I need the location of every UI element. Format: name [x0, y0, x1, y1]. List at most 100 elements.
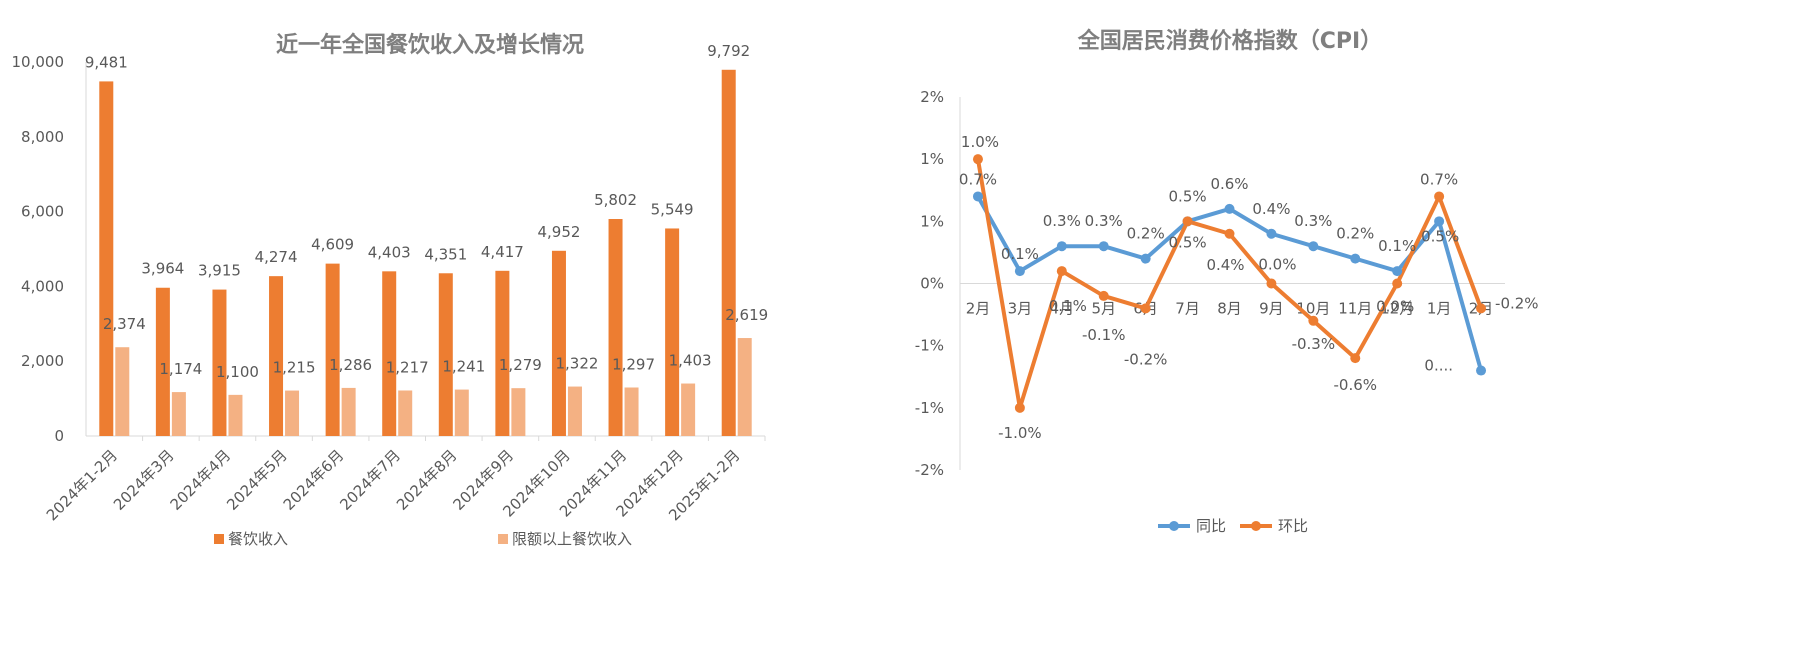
data-label-restaurant-revenue: 4,274	[255, 248, 298, 266]
bar-above-quota-revenue	[624, 387, 639, 436]
data-label-above-quota-revenue: 1,217	[386, 358, 429, 376]
data-label-mom: -0.2%	[1124, 350, 1168, 368]
data-label-yoy: 0.5%	[1169, 187, 1207, 205]
bar-restaurant-revenue	[99, 81, 114, 437]
y-tick-label: 6,000	[21, 203, 64, 221]
bar-restaurant-revenue	[382, 271, 397, 436]
data-point-yoy	[1392, 266, 1403, 277]
data-point-yoy	[1224, 203, 1235, 214]
y-tick-label: 0	[54, 427, 64, 445]
bar-above-quota-revenue	[511, 388, 526, 436]
y-tick-label: 1%	[920, 212, 944, 230]
data-label-mom: 0.5%	[1169, 233, 1207, 251]
x-tick-label: 4月	[1050, 300, 1075, 318]
data-point-mom	[1266, 278, 1277, 289]
data-label-yoy: 0.1%	[1378, 237, 1416, 255]
bar-restaurant-revenue	[269, 276, 284, 436]
data-point-mom	[972, 154, 983, 165]
data-label-mom: -0.1%	[1082, 326, 1126, 344]
y-tick-label: 4,000	[21, 277, 64, 295]
data-label-above-quota-revenue: 1,297	[612, 355, 655, 373]
data-label-mom: 0.0%	[1258, 256, 1296, 274]
bar-restaurant-revenue	[495, 270, 510, 436]
x-tick-label: 12月	[1380, 300, 1414, 318]
data-point-mom	[1098, 290, 1109, 301]
legend-marker-yoy	[1169, 521, 1179, 531]
data-label-mom: 0.0%	[1376, 298, 1414, 316]
data-point-yoy	[1308, 241, 1319, 252]
data-point-yoy	[1056, 241, 1067, 252]
bar-restaurant-revenue	[608, 219, 623, 436]
data-label-above-quota-revenue: 1,174	[159, 360, 202, 378]
data-label-yoy: 0.5%	[1421, 227, 1459, 245]
data-point-yoy	[1140, 253, 1151, 264]
data-point-mom	[1014, 402, 1025, 413]
y-tick-label: -1%	[915, 399, 944, 417]
legend-swatch-above-quota-revenue	[498, 534, 508, 544]
data-label-yoy: 0.3%	[1043, 212, 1081, 230]
bar-restaurant-revenue	[212, 289, 227, 436]
data-label-above-quota-revenue: 2,374	[103, 315, 146, 333]
x-tick-label: 2024年8月	[393, 446, 461, 514]
x-tick-label: 2024年1-2月	[43, 446, 121, 524]
data-point-yoy	[972, 191, 983, 202]
bar-above-quota-revenue	[171, 392, 186, 436]
data-point-mom	[1392, 278, 1403, 289]
y-tick-label: 10,000	[12, 53, 65, 71]
data-label-restaurant-revenue: 3,964	[141, 260, 184, 278]
x-tick-label: 5月	[1091, 300, 1116, 318]
data-label-restaurant-revenue: 4,351	[424, 245, 467, 263]
data-label-yoy: 0.2%	[1336, 225, 1374, 243]
data-label-above-quota-revenue: 1,403	[669, 352, 712, 370]
bar-above-quota-revenue	[228, 394, 243, 436]
data-label-mom: 0.1%	[1049, 297, 1087, 315]
data-point-mom	[1140, 303, 1151, 314]
bar-above-quota-revenue	[398, 390, 413, 436]
data-label-above-quota-revenue: 1,322	[555, 355, 598, 373]
x-tick-label: 2024年4月	[167, 446, 235, 514]
cpi-line-chart: 全国居民消费价格指数（CPI） -2% -1% -1% 0% 1% 1% 2% 2月 3月 4月 5月…	[915, 28, 1539, 535]
x-tick-label: 3月	[1008, 300, 1033, 318]
legend-marker-mom	[1251, 521, 1261, 531]
data-label-restaurant-revenue: 5,802	[594, 191, 637, 209]
bar-above-quota-revenue	[737, 338, 752, 436]
x-tick-label: 2024年6月	[280, 446, 348, 514]
data-label-above-quota-revenue: 1,215	[273, 359, 316, 377]
data-label-restaurant-revenue: 4,417	[481, 243, 524, 261]
data-label-mom: -0.6%	[1334, 376, 1378, 394]
x-tick-label: 7月	[1175, 300, 1200, 318]
legend-swatch-restaurant-revenue	[214, 534, 224, 544]
x-tick-label: 2月	[966, 300, 991, 318]
data-label-above-quota-revenue: 1,286	[329, 356, 372, 374]
data-point-mom	[1056, 266, 1067, 277]
data-label-above-quota-revenue: 1,279	[499, 356, 542, 374]
data-label-yoy: 0.2%	[1127, 225, 1165, 243]
x-tick-label: 2024年7月	[336, 446, 404, 514]
data-label-yoy: 0.1%	[1001, 245, 1039, 263]
legend-label-mom: 环比	[1278, 517, 1308, 535]
data-label-mom: 1.0%	[961, 133, 999, 151]
data-label-restaurant-revenue: 4,609	[311, 236, 354, 254]
data-point-mom	[1434, 191, 1445, 202]
bar-above-quota-revenue	[454, 389, 469, 436]
chart-title: 近一年全国餐饮收入及增长情况	[276, 32, 584, 58]
data-label-restaurant-revenue: 3,915	[198, 262, 241, 280]
data-label-mom: -1.0%	[998, 424, 1042, 442]
data-point-mom	[1350, 353, 1361, 364]
y-tick-label: 2%	[920, 88, 944, 106]
y-tick-label: -1%	[915, 337, 944, 355]
data-point-yoy	[1014, 266, 1025, 277]
data-point-yoy	[1350, 253, 1361, 264]
x-tick-label: 1月	[1427, 300, 1452, 318]
data-point-mom	[1224, 228, 1235, 239]
data-label-restaurant-revenue: 4,952	[537, 223, 580, 241]
bar-restaurant-revenue	[325, 263, 340, 436]
y-tick-label: 8,000	[21, 128, 64, 146]
y-tick-label: 2,000	[21, 352, 64, 370]
x-tick-label: 2024年5月	[223, 446, 291, 514]
bar-above-quota-revenue	[115, 347, 130, 436]
bar-restaurant-revenue	[665, 228, 680, 436]
chart-title: 全国居民消费价格指数（CPI）	[1077, 28, 1382, 54]
legend-label-restaurant-revenue: 餐饮收入	[228, 530, 288, 548]
